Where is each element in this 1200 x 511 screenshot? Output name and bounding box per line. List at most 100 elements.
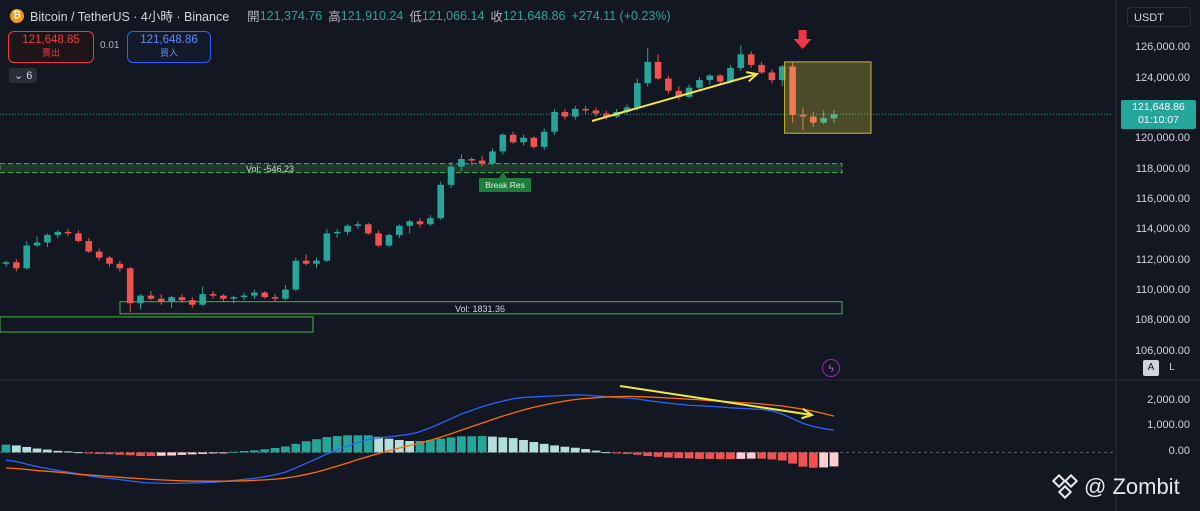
spread-value: 0.01 [100,40,120,51]
candle-body [333,231,341,234]
candle-body [561,111,569,117]
currency-select[interactable]: USDT [1127,7,1191,27]
candle-body [220,295,227,299]
highlight-box [784,61,872,134]
candle-body [292,260,300,290]
macd-histogram-bar [777,452,787,461]
candle [23,240,30,270]
macd-histogram-bar [53,450,63,453]
candle-body [447,166,455,185]
candle-body [406,221,413,226]
candle [375,230,382,248]
macd-histogram-bar [281,446,290,453]
candle-body [478,160,486,164]
candle [489,148,496,166]
candle-body [727,67,734,82]
candle [85,237,93,254]
indicators-count: 6 [26,70,33,82]
candle [323,228,331,263]
candle [499,133,507,155]
trend-line [591,73,758,122]
break-res-tag [479,172,531,192]
candle-body [634,83,641,108]
price-axis-tick: 116,000.00 [1135,193,1190,205]
candle-body [747,54,755,65]
candle [54,230,62,238]
candle-body [313,260,320,264]
zone-volume-label: Vol: 1831.36 [455,304,505,314]
zombit-logo-icon [1052,474,1078,500]
candle [778,64,786,87]
candle [271,294,279,302]
candle [189,297,196,308]
macd-histogram-bar [322,437,332,453]
price-axis-tick: 118,000.00 [1135,162,1190,175]
candle [665,75,672,94]
low-value: 121,066.14 [421,8,485,23]
candle-body [13,262,20,269]
buy-price: 121,648.86 [140,34,198,46]
candle-body [168,297,175,302]
candle [354,221,362,229]
candle-body [251,292,258,296]
macd-histogram-bar [529,442,539,453]
zombit-watermark: @ Zombit [1052,474,1180,500]
candle-body [427,218,434,225]
log-scale-button[interactable]: L [1169,362,1175,373]
macd-histogram-bar [63,451,73,453]
candle-body [810,116,817,123]
indicators-toggle[interactable]: ⌄ 6 [9,68,38,83]
candle [116,260,124,272]
candle [230,295,237,304]
price-axis-tick: 124,000.00 [1134,71,1190,84]
auto-scale-button[interactable]: A [1143,360,1159,376]
candle-body [199,294,206,305]
macd-histogram-bar [208,452,218,454]
macd-histogram-bar [250,450,259,453]
candle-body [489,151,496,164]
candle [240,292,248,301]
candle [592,107,600,117]
candle [13,259,20,272]
macd-histogram-bar [798,452,808,467]
macd-histogram-bar [343,435,352,453]
buy-button[interactable]: 121,648.86 買入 [127,31,211,63]
candle [478,155,486,167]
candle-body [44,234,51,243]
candle [313,257,320,269]
candle [520,134,527,146]
candle-body [323,233,331,261]
bitcoin-icon: ₿ [10,8,24,23]
macd-histogram-bar [332,436,342,453]
sell-price: 121,648.85 [22,34,80,46]
candle [654,54,662,81]
macd-histogram-bar [177,452,187,455]
candle [551,108,558,135]
macd-axis-tick: 2,000.00 [1147,393,1190,406]
candle [634,78,641,111]
candle-body [106,257,113,264]
candle [416,218,424,228]
price-trend-arrow [591,71,760,122]
lightning-icon[interactable]: ϟ [822,359,840,377]
macd-histogram-bar [218,452,228,454]
candle-body [706,75,714,81]
symbol-title[interactable]: Bitcoin / TetherUS · 4小時 · Binance [30,10,230,24]
last-price-tag: 121,648.86 01:10:07 [1121,100,1196,129]
last-price: 121,648.86 [1132,101,1185,113]
candle [95,248,103,261]
candle-body [737,54,745,68]
candle-body [126,268,134,304]
macd-histogram-bar [405,441,415,453]
macd-histogram-bar [22,446,32,453]
candle [820,110,827,125]
candle-body [240,295,248,298]
candle [447,162,455,188]
close-label: 收 [490,10,503,24]
volume-zone [119,301,843,315]
volume-zone [0,316,314,333]
trend-arrowhead [801,407,815,420]
zone-volume-label: Vol: -546.23 [246,164,294,174]
sell-button[interactable]: 121,648.85 賣出 [8,31,94,63]
